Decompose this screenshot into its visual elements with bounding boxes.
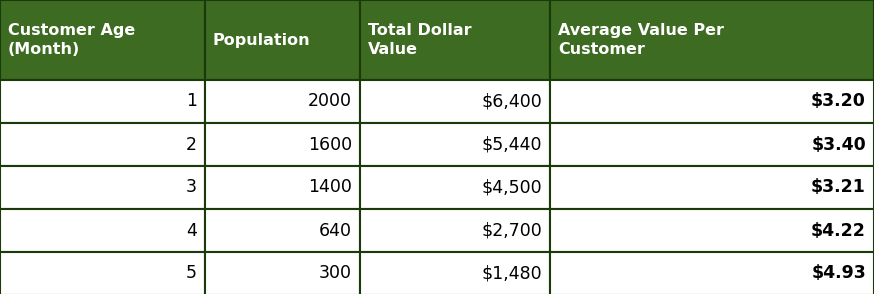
- Text: $3.40: $3.40: [811, 136, 866, 153]
- Bar: [205, 0, 360, 80]
- Text: $3.20: $3.20: [811, 93, 866, 111]
- Bar: [0, 80, 205, 123]
- Bar: [550, 166, 874, 209]
- Bar: [205, 80, 360, 123]
- Bar: [360, 209, 550, 252]
- Text: Population: Population: [213, 33, 310, 48]
- Text: 300: 300: [319, 265, 352, 283]
- Bar: [205, 166, 360, 209]
- Text: $4.93: $4.93: [811, 265, 866, 283]
- Text: $3.21: $3.21: [811, 178, 866, 196]
- Text: 1600: 1600: [308, 136, 352, 153]
- Bar: [360, 0, 550, 80]
- Bar: [0, 0, 205, 80]
- Text: $1,480: $1,480: [482, 265, 542, 283]
- Bar: [360, 123, 550, 166]
- Text: $6,400: $6,400: [482, 93, 542, 111]
- Bar: [550, 80, 874, 123]
- Bar: [550, 0, 874, 80]
- Bar: [360, 166, 550, 209]
- Bar: [0, 166, 205, 209]
- Text: 2000: 2000: [308, 93, 352, 111]
- Text: Customer Age
(Month): Customer Age (Month): [8, 23, 135, 57]
- Text: $2,700: $2,700: [482, 221, 542, 240]
- Bar: [550, 252, 874, 294]
- Bar: [550, 123, 874, 166]
- Text: 640: 640: [319, 221, 352, 240]
- Bar: [205, 209, 360, 252]
- Text: $4.22: $4.22: [811, 221, 866, 240]
- Text: Total Dollar
Value: Total Dollar Value: [368, 23, 472, 57]
- Text: 4: 4: [186, 221, 197, 240]
- Bar: [0, 252, 205, 294]
- Bar: [205, 252, 360, 294]
- Text: 1: 1: [186, 93, 197, 111]
- Text: 3: 3: [186, 178, 197, 196]
- Text: 1400: 1400: [309, 178, 352, 196]
- Bar: [360, 252, 550, 294]
- Text: $4,500: $4,500: [482, 178, 542, 196]
- Text: Average Value Per
Customer: Average Value Per Customer: [558, 23, 724, 57]
- Text: $5,440: $5,440: [482, 136, 542, 153]
- Bar: [0, 209, 205, 252]
- Bar: [550, 209, 874, 252]
- Text: 2: 2: [186, 136, 197, 153]
- Bar: [205, 123, 360, 166]
- Bar: [360, 80, 550, 123]
- Bar: [0, 123, 205, 166]
- Text: 5: 5: [186, 265, 197, 283]
